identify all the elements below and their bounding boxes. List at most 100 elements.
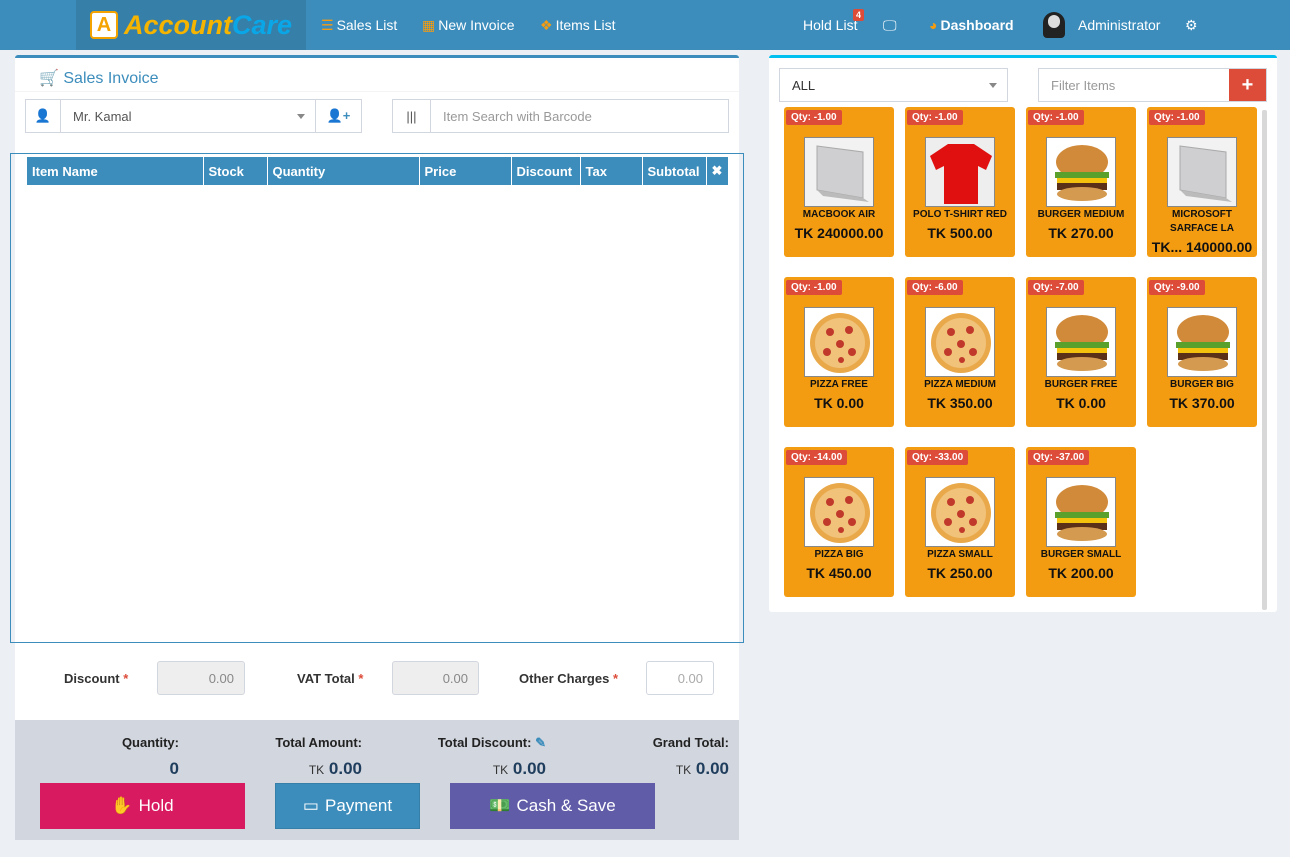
qty-badge: Qty: -1.00 [1149, 110, 1205, 125]
hold-button[interactable]: ✋ Hold [40, 783, 245, 829]
product-tile[interactable]: Qty: -9.00 BURGER BIG TK 370.00 [1147, 277, 1257, 427]
customer-select-group: 👤 Mr. Kamal 👤+ [25, 99, 362, 133]
settings-gears-icon[interactable]: ⚙ [1185, 16, 1198, 33]
product-price: TK... 140000.00 [1151, 239, 1253, 255]
add-customer-button[interactable]: 👤+ [315, 100, 361, 132]
chevron-down-icon [297, 113, 305, 119]
product-price: TK 0.00 [814, 395, 864, 411]
items-panel: ALL Filter Items + Qty: -1.00 MACBOOK AIR… [769, 55, 1277, 612]
product-tile[interactable]: Qty: -6.00 PIZZA MEDIUM TK 350.00 [905, 277, 1015, 427]
user-menu[interactable]: Administrator [1043, 0, 1160, 50]
product-price: TK 0.00 [1056, 395, 1106, 411]
grand-total-label: Grand Total: [652, 735, 729, 750]
logo[interactable]: A AccountCare [76, 0, 306, 50]
total-amount-label: Total Amount: [275, 735, 362, 750]
qty-badge: Qty: -37.00 [1028, 450, 1090, 465]
barcode-icon: ||| [393, 100, 431, 132]
column-header: Tax [580, 157, 643, 185]
total-discount-value: TK 0.00 [492, 759, 546, 778]
product-price: TK 350.00 [927, 395, 993, 411]
product-name: MICROSOFT SARFACE LA [1170, 209, 1234, 234]
product-tile[interactable]: Qty: -1.00 PIZZA FREE TK 0.00 [784, 277, 894, 427]
product-name: PIZZA MEDIUM [924, 379, 996, 390]
nav-items-list[interactable]: ❖ Items List [540, 16, 616, 34]
qty-badge: Qty: -7.00 [1028, 280, 1084, 295]
column-header: Price [419, 157, 512, 185]
clear-all-icon[interactable]: ✖ [706, 157, 729, 185]
filter-items-input[interactable]: Filter Items + [1038, 68, 1267, 102]
product-image [925, 307, 995, 377]
qty-badge: Qty: -33.00 [907, 450, 969, 465]
product-name: PIZZA BIG [814, 549, 864, 560]
product-image [1046, 477, 1116, 547]
product-image [1046, 307, 1116, 377]
product-price: TK 370.00 [1169, 395, 1235, 411]
list-icon: ☰ [321, 16, 334, 33]
payment-button[interactable]: ▭ Payment [275, 783, 420, 829]
scrollbar[interactable] [1262, 110, 1267, 610]
product-name: BURGER FREE [1044, 379, 1118, 390]
column-header: Stock [203, 157, 268, 185]
page-title: 🛒 Sales Invoice [39, 70, 159, 87]
category-select[interactable]: ALL [779, 68, 1008, 102]
nav-dashboard[interactable]: ◕ Dashboard [929, 17, 1014, 33]
cubes-icon: ❖ [540, 16, 553, 33]
total-discount-label: Total Discount: ✎ [437, 735, 546, 750]
chevron-down-icon [989, 82, 997, 88]
vat-field[interactable]: 0.00 [392, 661, 479, 695]
qty-badge: Qty: -9.00 [1149, 280, 1205, 295]
edit-icon[interactable]: ✎ [535, 735, 546, 750]
customer-select[interactable]: Mr. Kamal [61, 100, 315, 132]
qty-badge: Qty: -1.00 [907, 110, 963, 125]
product-name: BURGER SMALL [1040, 549, 1122, 560]
column-header: Item Name [27, 157, 204, 185]
qty-badge: Qty: -1.00 [1028, 110, 1084, 125]
product-tile[interactable]: Qty: -1.00 MICROSOFT SARFACE LA TK... 1400… [1147, 107, 1257, 257]
product-tile[interactable]: Qty: -1.00 POLO T-SHIRT RED TK 500.00 [905, 107, 1015, 257]
product-tile[interactable]: Qty: -33.00 PIZZA SMALL TK 250.00 [905, 447, 1015, 597]
user-icon: 👤 [26, 100, 61, 132]
column-header: Subtotal [642, 157, 707, 185]
avatar [1043, 12, 1065, 38]
cash-save-button[interactable]: 💵 Cash & Save [450, 783, 655, 829]
invoice-items-table: Item Name Stock Quantity Price Discount Tax Su… [10, 153, 744, 643]
add-item-button[interactable]: + [1229, 69, 1266, 101]
product-name: BURGER BIG [1170, 379, 1234, 390]
money-icon: 💵 [489, 796, 511, 815]
product-price: TK 270.00 [1048, 225, 1114, 241]
qty-badge: Qty: -6.00 [907, 280, 963, 295]
calculator-icon: ▦ [422, 16, 436, 33]
summary-footer: Quantity: 0 Total Amount: TK 0.00 Total … [15, 720, 739, 840]
other-charges-input[interactable]: 0.00 [646, 661, 714, 695]
hand-icon: ✋ [111, 796, 133, 815]
product-image [925, 477, 995, 547]
barcode-search-input[interactable]: Item Search with Barcode [443, 108, 592, 124]
vat-label: VAT Total * [297, 671, 364, 686]
monitor-icon[interactable]: 🖵 [883, 16, 897, 33]
product-tile[interactable]: Qty: -1.00 MACBOOK AIR TK 240000.00 [784, 107, 894, 257]
product-image [804, 477, 874, 547]
nav-sales-list[interactable]: ☰ Sales List [321, 16, 398, 34]
sales-invoice-panel: 🛒 Sales Invoice 👤 Mr. Kamal 👤+ ||| Item … [15, 55, 739, 840]
product-image [1167, 137, 1237, 207]
product-tile[interactable]: Qty: -7.00 BURGER FREE TK 0.00 [1026, 277, 1136, 427]
qty-badge: Qty: -1.00 [786, 110, 842, 125]
column-header: Quantity [267, 157, 420, 185]
quantity-value: 0 [169, 759, 179, 778]
product-name: POLO T-SHIRT RED [913, 209, 1007, 220]
barcode-search-group: ||| Item Search with Barcode [392, 99, 729, 133]
product-tile[interactable]: Qty: -14.00 PIZZA BIG TK 450.00 [784, 447, 894, 597]
product-tile[interactable]: Qty: -1.00 BURGER MEDIUM TK 270.00 [1026, 107, 1136, 257]
nav-new-invoice[interactable]: ▦ New Invoice [422, 16, 515, 34]
discount-field[interactable]: 0.00 [157, 661, 245, 695]
qty-badge: Qty: -1.00 [786, 280, 842, 295]
product-name: MACBOOK AIR [802, 209, 876, 220]
product-price: TK 450.00 [806, 565, 872, 581]
cart-icon: 🛒 [39, 70, 59, 87]
product-tile[interactable]: Qty: -37.00 BURGER SMALL TK 200.00 [1026, 447, 1136, 597]
grand-total-value: TK 0.00 [675, 759, 729, 778]
product-price: TK 500.00 [927, 225, 993, 241]
top-navbar: A AccountCare ☰ Sales List ▦ New Invoice ❖… [0, 0, 1290, 50]
nav-hold-list[interactable]: Hold List 4 [803, 0, 865, 50]
dashboard-icon: ◕ [929, 17, 938, 33]
